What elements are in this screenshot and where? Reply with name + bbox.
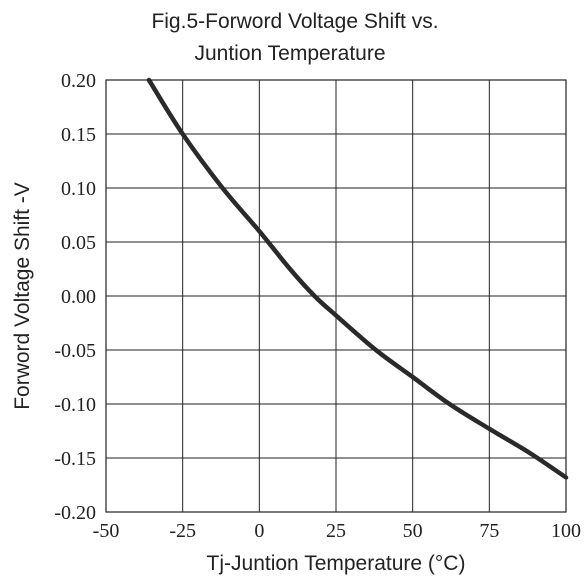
x-axis-title: Tj-Juntion Temperature (°C) [207, 552, 466, 575]
y-axis-title: Forword Voltage Shift -V [11, 182, 34, 410]
x-tick-label: 100 [551, 520, 581, 542]
y-tick-label: -0.05 [54, 340, 96, 362]
series-layer [146, 77, 569, 480]
y-tick-label: 0.05 [61, 232, 96, 254]
x-tick-label: 75 [479, 520, 499, 542]
plot-frame [105, 79, 567, 513]
y-tick-labels: 0.20 0.15 0.10 0.05 0.00 -0.05 -0.10 -0.15 -0.20 [54, 70, 96, 524]
x-tick-label: 50 [403, 520, 423, 542]
x-tick-label: -25 [169, 520, 196, 542]
x-tick-labels: -50 -25 0 25 50 75 100 [93, 520, 581, 542]
y-tick-label: 0.00 [61, 286, 96, 308]
grid [105, 79, 567, 513]
y-tick-label: 0.10 [61, 178, 96, 200]
x-tick-label: 0 [254, 520, 264, 542]
x-tick-label: -50 [93, 520, 120, 542]
series-line-0 [146, 77, 569, 480]
chart-title-line-1: Fig.5-Forword Voltage Shift vs. [151, 10, 438, 33]
y-tick-label: 0.20 [61, 70, 96, 92]
y-tick-label: -0.20 [54, 502, 96, 524]
chart-title-line-2: Juntion Temperature [194, 42, 385, 65]
y-tick-label: 0.15 [61, 124, 96, 146]
y-tick-label: -0.15 [54, 448, 96, 470]
y-tick-label: -0.10 [54, 394, 96, 416]
x-tick-label: 25 [326, 520, 346, 542]
